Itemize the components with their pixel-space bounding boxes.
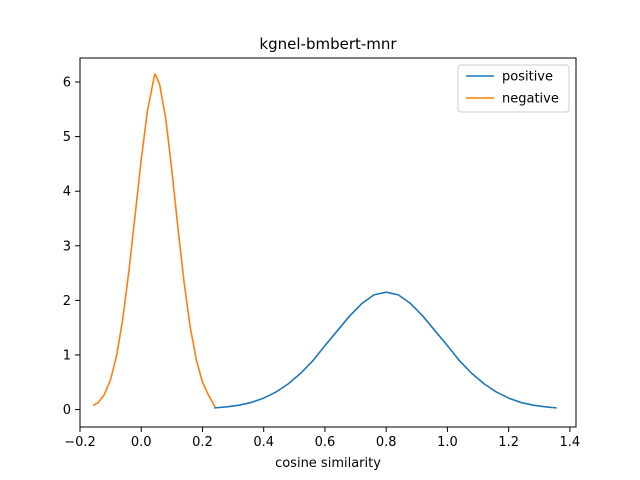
legend: positive negative (457, 64, 570, 113)
series-line-negative (92, 73, 216, 408)
plot-frame (79, 57, 577, 428)
y-tick-label: 4 (63, 185, 71, 200)
x-axis: −0.2 0.0 0.2 0.4 0.6 0.8 1.0 1.2 1.4 (64, 427, 580, 450)
y-tick-label: 1 (63, 348, 71, 363)
chart-title: kgnel-bmbert-mnr (259, 35, 397, 53)
x-axis-label: cosine similarity (275, 456, 381, 471)
plot-area (79, 57, 577, 428)
y-tick-label: 6 (63, 76, 71, 91)
y-tick-label: 2 (63, 294, 71, 309)
y-tick-label: 5 (63, 130, 71, 145)
series-line-positive (213, 291, 557, 409)
x-tick-label: 1.0 (437, 435, 458, 450)
legend-label-positive: positive (502, 70, 553, 85)
y-tick-label: 0 (63, 403, 71, 418)
x-tick-label: 0.2 (192, 435, 213, 450)
x-tick-label: 0.8 (376, 435, 397, 450)
x-tick-label: 0.0 (131, 435, 152, 450)
series-layer (92, 73, 557, 409)
x-tick-label: 1.2 (498, 435, 519, 450)
x-tick-label: 1.4 (560, 435, 581, 450)
x-tick-label: 0.6 (315, 435, 336, 450)
legend-label-negative: negative (502, 92, 559, 107)
x-tick-label: 0.4 (253, 435, 274, 450)
y-axis: 0 1 2 3 4 5 6 (63, 76, 80, 418)
x-tick-label: −0.2 (64, 435, 96, 450)
y-tick-label: 3 (63, 239, 71, 254)
